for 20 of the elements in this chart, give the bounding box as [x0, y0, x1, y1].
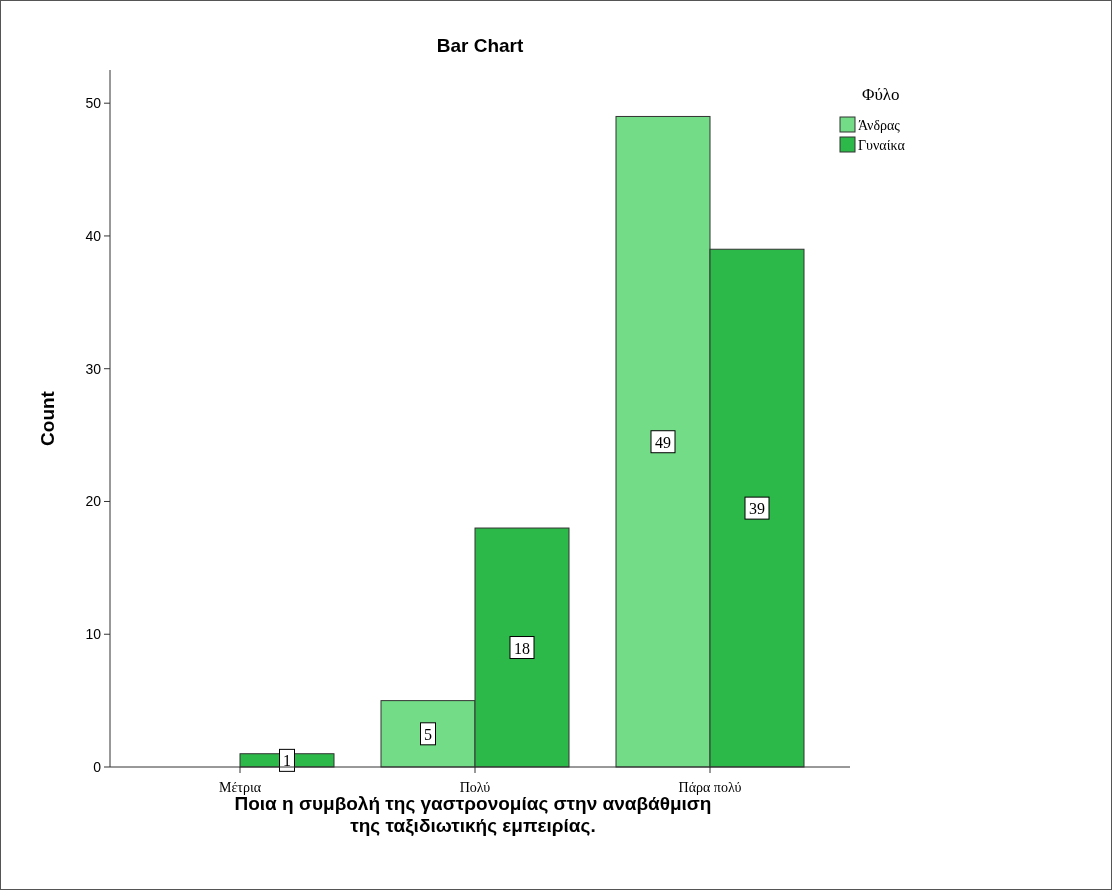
x-tick-label: Μέτρια	[218, 780, 262, 795]
legend-label: Γυναίκα	[858, 138, 906, 153]
x-tick-label: Πάρα πολύ	[678, 780, 742, 795]
y-tick-label: 0	[93, 759, 102, 775]
data-label: 49	[655, 433, 671, 451]
y-tick-label: 20	[85, 493, 102, 510]
legend-title: Φύλο	[862, 85, 900, 104]
data-label: 18	[514, 639, 530, 657]
x-tick-label: Πολύ	[459, 780, 491, 795]
y-tick-label: 40	[85, 227, 102, 244]
data-label: 5	[424, 725, 432, 743]
y-tick-label: 50	[85, 95, 102, 112]
y-tick-label: 30	[85, 360, 102, 377]
chart-title: Bar Chart	[436, 35, 524, 56]
data-label: 1	[283, 752, 291, 770]
legend-label: Άνδρας	[858, 118, 901, 133]
data-label: 39	[749, 500, 765, 518]
x-axis-title: Ποια η συμβολή της γαστρονομίας στην αναβάθμιση της ταξιδιωτικής εμπειρίας.	[234, 793, 712, 837]
y-tick-label: 10	[85, 626, 102, 643]
y-axis-title: Count	[37, 390, 58, 446]
